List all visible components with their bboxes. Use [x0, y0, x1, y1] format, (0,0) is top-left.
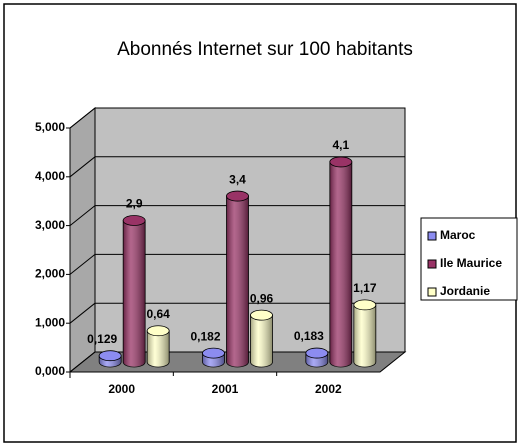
y-tick-label: 1,000 — [35, 315, 65, 329]
grid-line — [69, 254, 96, 275]
grid-line — [69, 205, 96, 226]
y-tick-label: 4,000 — [35, 169, 65, 183]
data-label: 3,4 — [229, 172, 246, 186]
data-label: 0,96 — [250, 291, 274, 305]
legend-label: Maroc — [440, 228, 476, 242]
chart-title: Abonnés Internet sur 100 habitants — [117, 39, 413, 60]
data-label: 0,129 — [87, 332, 117, 346]
legend-marker — [427, 259, 437, 269]
grid-line — [69, 302, 96, 324]
y-tick-label: 2,000 — [35, 267, 65, 281]
x-tick-label: 2000 — [108, 382, 135, 396]
y-tick-label: 3,000 — [35, 218, 65, 232]
y-tick-label: 0,000 — [35, 364, 65, 378]
bar — [202, 347, 225, 368]
legend-label: Ile Maurice — [440, 256, 502, 270]
bar — [353, 299, 377, 368]
grid-line — [69, 351, 96, 373]
data-label: 1,17 — [353, 281, 377, 295]
grid-line — [69, 107, 96, 129]
data-label: 0,183 — [294, 329, 324, 343]
bar — [250, 309, 273, 368]
legend-marker — [427, 231, 437, 241]
y-tick-label: 5,000 — [35, 120, 65, 134]
data-label: 0,182 — [190, 329, 220, 343]
bar — [329, 156, 353, 368]
legend-marker — [427, 287, 437, 297]
legend — [420, 217, 518, 301]
legend-label: Jordanie — [440, 284, 490, 298]
x-tick-label: 2001 — [212, 382, 239, 396]
bar — [98, 350, 122, 368]
data-label: 0,64 — [146, 307, 170, 321]
data-label: 4,1 — [332, 138, 349, 152]
data-label: 2,9 — [126, 197, 143, 211]
bar — [122, 215, 146, 368]
grid-line — [69, 156, 96, 178]
bar — [305, 347, 329, 368]
bar — [146, 325, 170, 368]
x-tick-label: 2002 — [315, 382, 342, 396]
bar — [226, 190, 249, 368]
